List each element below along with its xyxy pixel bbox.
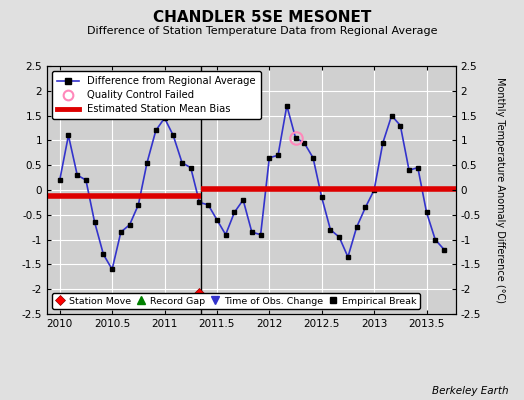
Legend: Station Move, Record Gap, Time of Obs. Change, Empirical Break: Station Move, Record Gap, Time of Obs. C… bbox=[52, 293, 420, 309]
Text: Berkeley Earth: Berkeley Earth bbox=[432, 386, 508, 396]
Y-axis label: Monthly Temperature Anomaly Difference (°C): Monthly Temperature Anomaly Difference (… bbox=[495, 77, 505, 303]
Text: CHANDLER 5SE MESONET: CHANDLER 5SE MESONET bbox=[153, 10, 371, 25]
Text: Difference of Station Temperature Data from Regional Average: Difference of Station Temperature Data f… bbox=[87, 26, 437, 36]
